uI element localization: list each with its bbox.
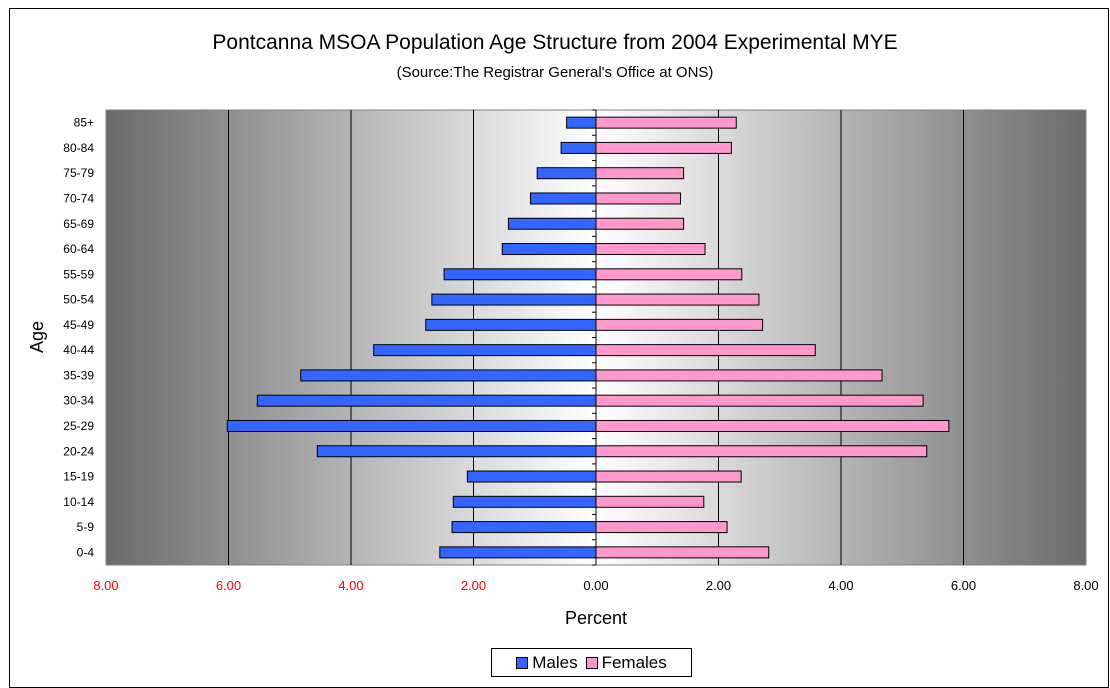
y-tick-label: 0-4 (77, 545, 95, 559)
bar-females-5-9 (595, 521, 728, 534)
y-tick-label: 20-24 (63, 444, 94, 458)
y-tick-label: 65-69 (63, 217, 94, 231)
y-tick-label: 10-14 (63, 495, 94, 509)
x-tick-label: 8.00 (93, 578, 118, 593)
bar-females-60-64 (595, 243, 706, 256)
y-tick-label: 25-29 (63, 419, 94, 433)
x-axis-title: Percent (565, 608, 627, 628)
y-tick-label: 45-49 (63, 318, 94, 332)
y-axis-title: Age (27, 321, 47, 353)
y-tick-label: 70-74 (63, 191, 94, 205)
bar-males-35-39 (300, 369, 597, 382)
bar-females-55-59 (595, 268, 743, 281)
y-tick-label: 40-44 (63, 343, 94, 357)
bar-males-60-64 (501, 243, 597, 256)
bar-males-15-19 (466, 470, 597, 483)
bar-females-20-24 (595, 445, 928, 458)
y-tick-label: 35-39 (63, 368, 94, 382)
x-tick-label: 0.00 (583, 578, 608, 593)
legend: Males Females (491, 648, 692, 677)
legend-swatch-males (516, 656, 529, 669)
y-tick-label: 75-79 (63, 166, 94, 180)
legend-label-females: Females (601, 652, 667, 672)
y-tick-label: 30-34 (63, 394, 94, 408)
x-tick-label: 2.00 (706, 578, 731, 593)
bar-females-15-19 (595, 470, 742, 483)
bar-females-80-84 (595, 141, 732, 154)
legend-swatch-females (585, 656, 598, 669)
bar-males-45-49 (425, 318, 597, 331)
bars (226, 116, 950, 559)
bar-females-0-4 (595, 546, 770, 559)
y-tick-label: 85+ (74, 116, 94, 130)
x-tick-label: 2.00 (461, 578, 486, 593)
legend-label-males: Males (532, 652, 578, 672)
bar-females-40-44 (595, 344, 816, 357)
bar-males-30-34 (256, 394, 597, 407)
bar-males-70-74 (529, 192, 597, 205)
bar-males-80-84 (560, 141, 597, 154)
x-tick-label: 4.00 (828, 578, 853, 593)
bar-females-35-39 (595, 369, 883, 382)
bar-males-5-9 (451, 521, 597, 534)
bar-males-10-14 (452, 495, 597, 508)
y-tick-label: 5-9 (77, 520, 95, 534)
x-tick-label: 8.00 (1073, 578, 1098, 593)
y-tick-label: 15-19 (63, 470, 94, 484)
bar-males-50-54 (431, 293, 597, 306)
bar-females-30-34 (595, 394, 924, 407)
bar-females-65-69 (595, 217, 685, 230)
bar-females-25-29 (595, 419, 950, 432)
bar-males-75-79 (536, 167, 597, 180)
grid-lines (228, 110, 964, 565)
y-tick-label: 55-59 (63, 267, 94, 281)
bar-males-65-69 (507, 217, 597, 230)
x-tick-label: 6.00 (216, 578, 241, 593)
axis-labels: 0-4 5-9 10-14 15-19 20-24 25-29 30-34 35-39 40-4… (63, 116, 1098, 593)
bar-males-20-24 (316, 445, 597, 458)
y-tick-label: 50-54 (63, 293, 94, 307)
bar-females-85+ (595, 116, 737, 129)
bar-females-75-79 (595, 167, 685, 180)
bar-females-10-14 (595, 495, 705, 508)
legend-item-males: Males (516, 652, 578, 673)
y-tick-label: 60-64 (63, 242, 94, 256)
bar-males-40-44 (373, 344, 597, 357)
y-tick-label: 80-84 (63, 141, 94, 155)
bar-females-70-74 (595, 192, 682, 205)
x-tick-label: 6.00 (951, 578, 976, 593)
bar-females-50-54 (595, 293, 760, 306)
bar-males-25-29 (226, 419, 597, 432)
legend-item-females: Females (585, 652, 667, 673)
bar-males-85+ (566, 116, 597, 129)
bar-males-55-59 (443, 268, 597, 281)
axes (592, 109, 597, 566)
bar-females-45-49 (595, 318, 764, 331)
chart-subtitle: (Source:The Registrar General's Office a… (396, 64, 714, 81)
bar-males-0-4 (439, 546, 597, 559)
chart-title: Pontcanna MSOA Population Age Structure … (212, 31, 898, 54)
x-tick-label: 4.00 (338, 578, 363, 593)
